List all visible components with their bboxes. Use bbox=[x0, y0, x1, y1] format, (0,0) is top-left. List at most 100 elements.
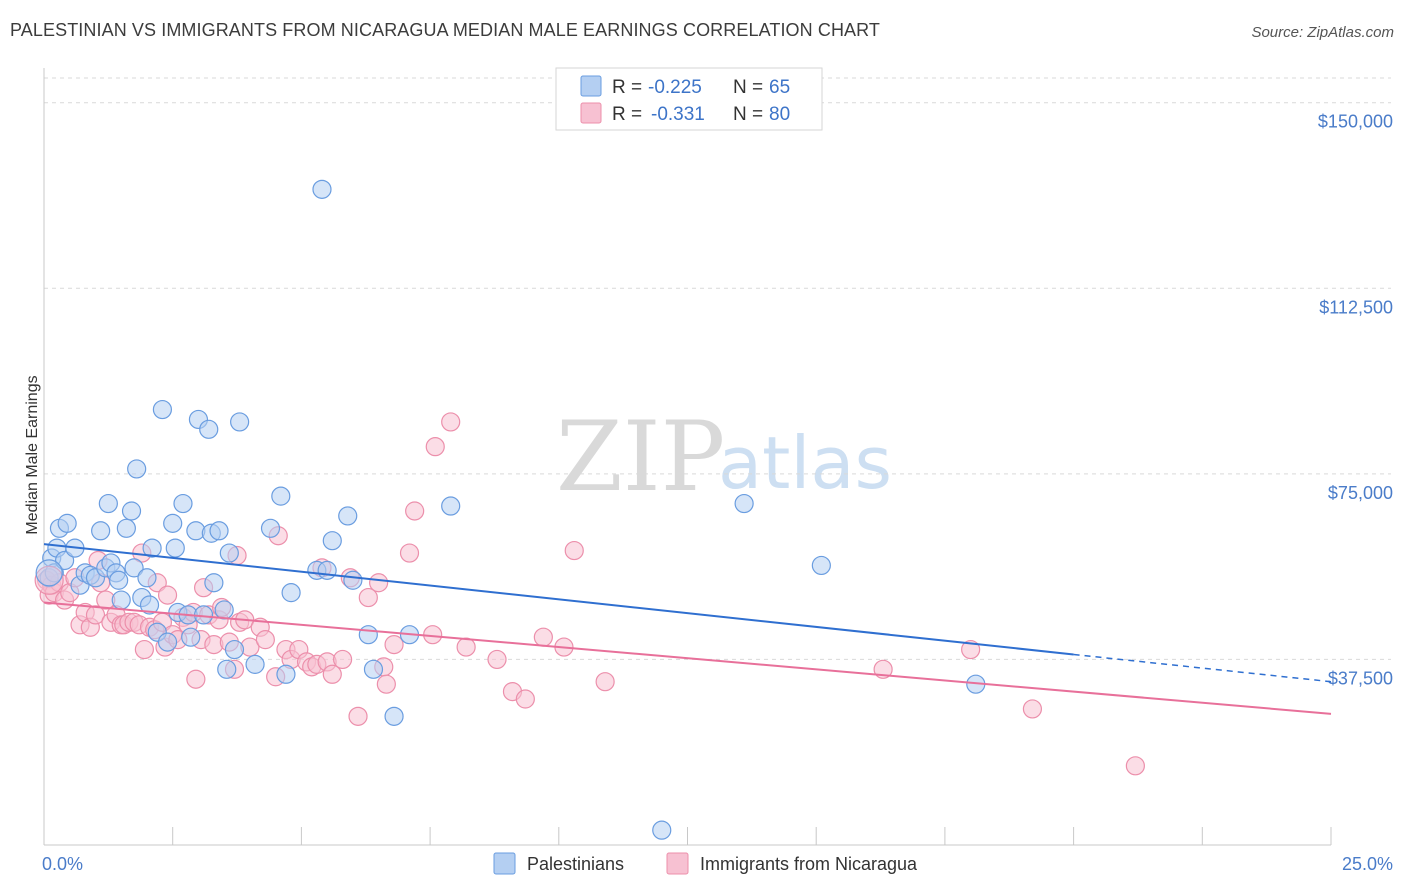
palestinian-point bbox=[652, 820, 672, 840]
nicaragua-point bbox=[533, 627, 553, 647]
trend-layer bbox=[43, 543, 1332, 715]
nicaragua-point bbox=[332, 649, 353, 670]
palestinian-point bbox=[219, 543, 239, 563]
palestinian-point bbox=[276, 664, 296, 684]
axis-layer: $37,500 $75,000 $112,500 $150,000 0.0% 25.0% bbox=[42, 68, 1393, 874]
y-tick-label: $112,500 bbox=[1319, 297, 1393, 317]
palestinian-point bbox=[245, 654, 265, 674]
palestinian-point bbox=[139, 595, 160, 615]
series-legend-label-palestinians: Palestinians bbox=[527, 854, 624, 874]
palestinian-trend-line bbox=[43, 543, 1074, 656]
nicaragua-point bbox=[186, 669, 206, 689]
legend-r-label-2: R = bbox=[612, 104, 642, 125]
nicaragua-point bbox=[384, 634, 404, 655]
correlation-legend: R = -0.225 N = 65 R = -0.331 N = 80 bbox=[555, 67, 823, 131]
nicaragua-point bbox=[134, 639, 154, 660]
palestinian-point bbox=[204, 573, 224, 593]
palestinian-point bbox=[165, 538, 185, 558]
palestinian-point bbox=[35, 559, 63, 587]
palestinian-point bbox=[322, 531, 342, 551]
nicaragua-point bbox=[85, 605, 106, 625]
palestinian-point bbox=[181, 627, 201, 647]
palestinian-trend-extension bbox=[1073, 653, 1332, 683]
legend-r-label-1: R = bbox=[612, 77, 642, 98]
palestinian-point bbox=[124, 558, 144, 578]
legend-swatch-nicaragua bbox=[580, 102, 602, 124]
nicaragua-point bbox=[405, 501, 425, 521]
y-axis-label: Median Male Earnings bbox=[24, 375, 41, 534]
nicaragua-point bbox=[515, 689, 535, 709]
x-tick-label: 0.0% bbox=[42, 854, 83, 874]
palestinian-point bbox=[142, 538, 162, 558]
palestinian-point bbox=[121, 501, 142, 521]
nicaragua-point bbox=[441, 412, 461, 432]
palestinian-point bbox=[152, 399, 173, 420]
nicaragua-point bbox=[399, 543, 420, 563]
palestinian-point bbox=[230, 412, 250, 432]
legend-n-value-2: 80 bbox=[769, 104, 790, 125]
palestinian-point bbox=[199, 419, 219, 439]
palestinian-point bbox=[441, 496, 461, 516]
palestinian-point bbox=[343, 570, 363, 590]
legend-r-value-2: -0.331 bbox=[651, 104, 705, 125]
x-tick-label: 25.0% bbox=[1342, 854, 1393, 874]
legend-n-value-1: 65 bbox=[769, 77, 790, 98]
nicaragua-point bbox=[358, 587, 378, 608]
palestinian-point bbox=[224, 639, 245, 660]
palestinian-point bbox=[91, 521, 111, 541]
palestinian-point bbox=[260, 518, 281, 538]
nicaragua-point bbox=[961, 639, 981, 660]
palestinian-point bbox=[271, 486, 291, 506]
palestinian-point bbox=[57, 513, 77, 533]
y-tick-label: $37,500 bbox=[1328, 668, 1393, 688]
nicaragua-point bbox=[157, 585, 178, 605]
grid-layer bbox=[44, 77, 1391, 660]
palestinian-point bbox=[312, 179, 332, 199]
watermark-zip: ZIP bbox=[556, 401, 725, 513]
nicaragua-point bbox=[255, 630, 275, 650]
palestinian-point bbox=[811, 555, 831, 576]
palestinian-point bbox=[214, 600, 234, 620]
nicaragua-trend-line bbox=[43, 601, 1332, 715]
palestinian-point bbox=[173, 493, 193, 514]
nicaragua-point bbox=[487, 649, 507, 670]
palestinian-point bbox=[734, 493, 754, 514]
palestinian-point bbox=[127, 459, 147, 479]
nicaragua-point bbox=[425, 437, 445, 457]
palestinian-point bbox=[98, 493, 118, 514]
palestinian-point bbox=[163, 513, 183, 533]
palestinian-point bbox=[157, 632, 178, 652]
palestinian-point bbox=[111, 590, 131, 610]
palestinian-point bbox=[137, 568, 157, 588]
nicaragua-point bbox=[564, 540, 584, 561]
chart-title: PALESTINIAN VS IMMIGRANTS FROM NICARAGUA… bbox=[10, 20, 881, 40]
points-layer bbox=[34, 179, 1145, 840]
palestinian-point bbox=[209, 521, 229, 541]
legend-r-value-1: -0.225 bbox=[648, 77, 702, 98]
nicaragua-point bbox=[1125, 756, 1145, 776]
nicaragua-point bbox=[369, 573, 389, 593]
series-legend-swatch-palestinians bbox=[493, 852, 516, 875]
palestinian-point bbox=[109, 570, 129, 590]
palestinian-point bbox=[281, 583, 301, 603]
palestinian-point bbox=[317, 560, 337, 580]
palestinian-point bbox=[217, 659, 237, 679]
nicaragua-point bbox=[34, 565, 64, 595]
nicaragua-point bbox=[595, 672, 615, 692]
palestinian-point bbox=[363, 659, 384, 679]
nicaragua-point bbox=[322, 664, 342, 684]
series-legend-label-nicaragua: Immigrants from Nicaragua bbox=[700, 854, 918, 874]
palestinian-point bbox=[358, 625, 378, 645]
nicaragua-point bbox=[1022, 699, 1043, 719]
y-tick-label: $75,000 bbox=[1328, 483, 1393, 503]
watermark-atlas: atlas bbox=[718, 421, 892, 505]
legend-n-label-1: N = bbox=[733, 77, 763, 98]
palestinian-point bbox=[384, 706, 404, 726]
y-tick-label: $150,000 bbox=[1318, 112, 1393, 132]
series-legend-swatch-nicaragua bbox=[666, 852, 689, 875]
nicaragua-point bbox=[456, 637, 476, 657]
palestinian-point bbox=[116, 518, 136, 538]
source-credit: Source: ZipAtlas.com bbox=[1251, 24, 1394, 41]
legend-swatch-palestinians bbox=[580, 75, 602, 97]
